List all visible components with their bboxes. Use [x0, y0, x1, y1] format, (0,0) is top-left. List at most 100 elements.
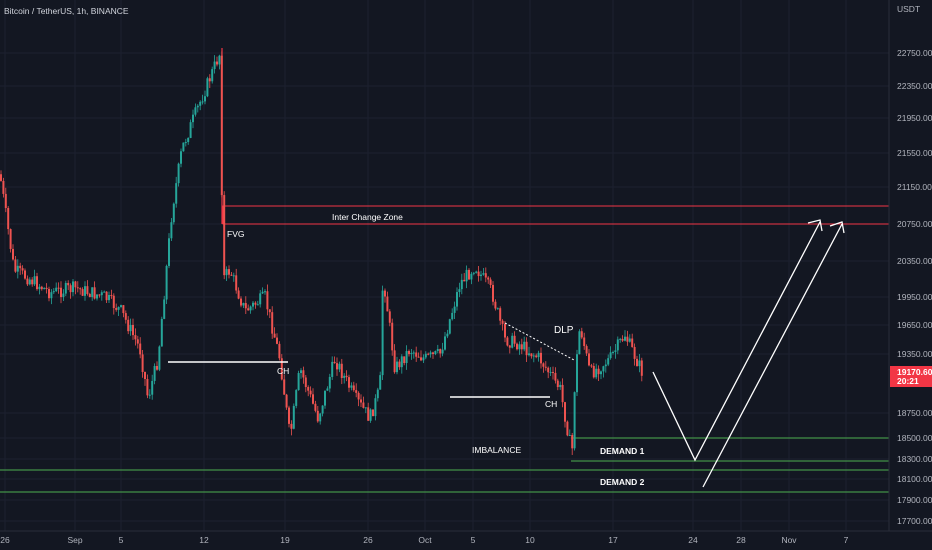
candle	[350, 382, 353, 391]
candle	[48, 286, 50, 302]
candle	[19, 262, 22, 275]
candle	[585, 344, 588, 357]
current-price-tag-bg	[890, 366, 932, 387]
candle	[72, 278, 74, 297]
candle	[304, 374, 307, 393]
candle	[139, 337, 142, 359]
candle	[504, 321, 506, 343]
candle	[12, 244, 14, 261]
candle	[153, 363, 156, 385]
candle	[60, 281, 62, 304]
x-tick-label: 5	[119, 535, 124, 545]
candle	[168, 233, 170, 269]
candle	[160, 316, 163, 347]
candle	[146, 374, 149, 399]
candle	[244, 296, 247, 314]
candle	[230, 272, 233, 276]
candle	[540, 347, 542, 369]
candle	[398, 359, 401, 370]
candle	[129, 318, 132, 336]
candle	[360, 394, 362, 407]
x-tick-label: 10	[525, 535, 535, 545]
candle	[336, 357, 338, 376]
candle	[38, 283, 41, 295]
candle	[158, 345, 161, 372]
candle	[206, 76, 209, 98]
candle	[242, 302, 245, 308]
candle	[213, 55, 216, 74]
candle	[189, 119, 192, 139]
candle	[564, 401, 566, 428]
candle	[309, 386, 312, 398]
x-tick-label: 17	[608, 535, 618, 545]
candle	[177, 162, 180, 187]
candle	[523, 336, 526, 352]
candle	[532, 353, 535, 363]
x-tick-label: 28	[736, 535, 746, 545]
candle	[482, 268, 485, 276]
candle	[499, 306, 502, 325]
candle	[561, 378, 564, 408]
projection-path-1	[652, 221, 821, 462]
candle	[62, 289, 65, 301]
candle	[578, 329, 581, 355]
candle	[494, 299, 497, 311]
candle	[50, 289, 53, 305]
candle	[216, 56, 218, 67]
candle	[276, 333, 278, 345]
projection-path-2	[702, 223, 843, 488]
candle	[36, 272, 38, 291]
candle	[7, 206, 10, 235]
candle	[338, 361, 341, 373]
candle	[612, 350, 614, 355]
candle	[132, 318, 134, 340]
symbol-title: Bitcoin / TetherUS, 1h, BINANCE	[4, 6, 129, 16]
currency-label: USDT	[897, 4, 920, 14]
candle	[33, 269, 36, 286]
candle	[571, 432, 574, 455]
candle	[24, 268, 26, 280]
candle	[463, 273, 466, 282]
candle	[633, 343, 636, 366]
candle	[117, 306, 120, 317]
candle	[559, 381, 562, 390]
annotation-dlp: DLP	[554, 325, 574, 336]
candle	[98, 294, 101, 298]
candle	[2, 177, 5, 198]
candle	[28, 277, 31, 286]
candle	[165, 264, 168, 305]
candle	[76, 281, 79, 293]
candle	[542, 362, 545, 373]
candle	[468, 268, 470, 280]
candle	[544, 361, 547, 371]
candle	[172, 202, 175, 225]
candle	[420, 350, 422, 362]
candle	[199, 100, 202, 111]
candle	[568, 429, 571, 436]
candle	[528, 346, 530, 357]
candle	[480, 270, 482, 281]
candle	[312, 388, 314, 405]
y-tick-label: 18500.00	[897, 433, 932, 443]
candle	[588, 349, 590, 367]
y-tick-label: 18750.00	[897, 408, 932, 418]
annotation-fvg: FVG	[227, 229, 244, 239]
candle	[573, 391, 576, 451]
y-tick-label: 20750.00	[897, 219, 932, 229]
candle	[516, 342, 518, 351]
candle	[14, 256, 17, 273]
y-tick-label: 21950.00	[897, 113, 932, 123]
candle	[400, 354, 403, 374]
candle	[434, 350, 437, 356]
candle	[386, 291, 389, 312]
candle	[307, 385, 310, 397]
candle	[235, 268, 238, 294]
candle	[619, 337, 622, 343]
x-tick-label: 26	[363, 535, 373, 545]
candle	[91, 287, 94, 301]
candle	[429, 350, 432, 358]
candle	[264, 289, 266, 295]
candle	[288, 405, 290, 428]
candle	[621, 335, 624, 343]
